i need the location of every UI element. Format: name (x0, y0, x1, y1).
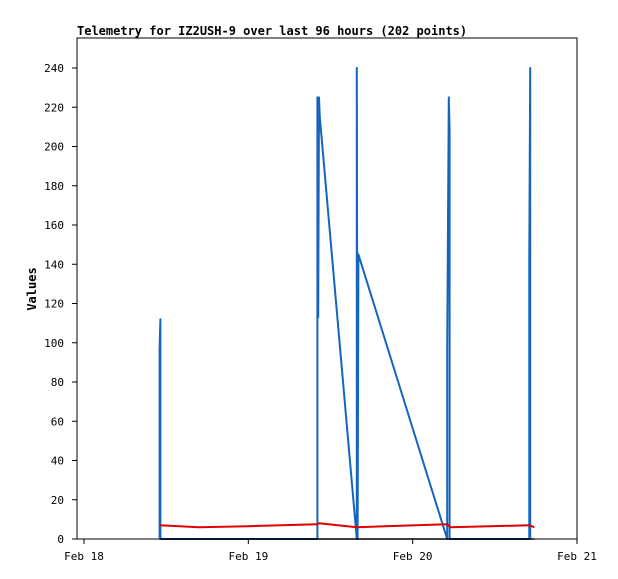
x-tick-label: Feb 19 (228, 550, 268, 563)
y-tick-label: 240 (44, 62, 64, 75)
y-tick-label: 140 (44, 258, 64, 271)
x-axis: Feb 18 Feb 19 Feb 20 Feb 21 (64, 539, 597, 563)
series-layer (158, 67, 535, 540)
x-tick-label: Feb 18 (64, 550, 104, 563)
x-tick-label: Feb 21 (557, 550, 597, 563)
y-tick-label: 120 (44, 298, 64, 311)
y-tick-label: 0 (57, 533, 64, 546)
y-tick-label: 100 (44, 337, 64, 350)
y-tick-label: 180 (44, 180, 64, 193)
y-tick-label: 40 (51, 455, 64, 468)
y-axis-label: Values (25, 267, 39, 310)
y-tick-label: 160 (44, 219, 64, 232)
y-axis: 0 20 40 60 80 100 120 140 160 180 200 220 240 (44, 62, 77, 546)
y-tick-label: 220 (44, 101, 64, 114)
x-tick-label: Feb 20 (393, 550, 433, 563)
series-line (158, 67, 532, 540)
plot-frame (76, 37, 578, 540)
series-line (159, 522, 535, 529)
y-tick-label: 200 (44, 141, 64, 154)
chart-title: Telemetry for IZ2USH-9 over last 96 hour… (77, 24, 467, 38)
y-tick-label: 20 (51, 494, 64, 507)
y-tick-label: 60 (51, 415, 64, 428)
y-tick-label: 80 (51, 376, 64, 389)
